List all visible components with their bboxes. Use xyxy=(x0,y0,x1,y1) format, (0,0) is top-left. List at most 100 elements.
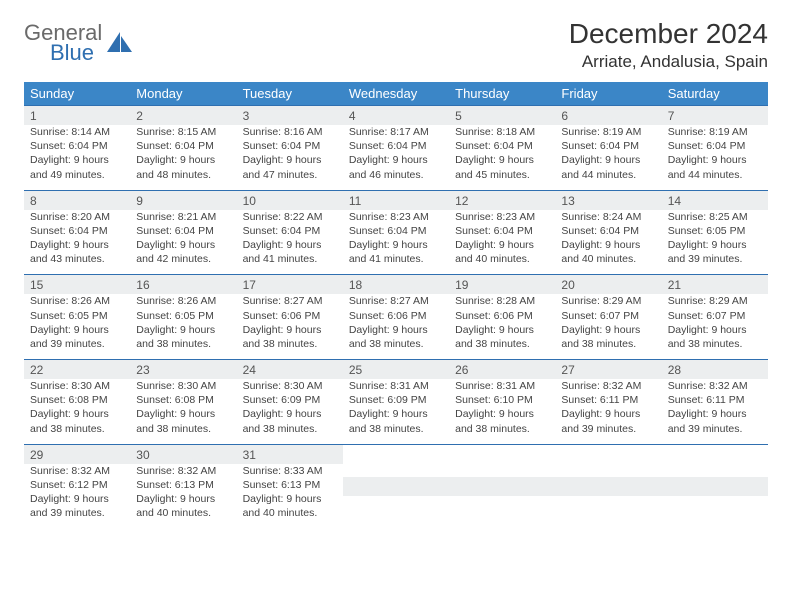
sunrise-text: Sunrise: 8:29 AM xyxy=(561,294,655,308)
sunrise-text: Sunrise: 8:30 AM xyxy=(243,379,337,393)
daylight-text-1: Daylight: 9 hours xyxy=(243,323,337,337)
sunset-text: Sunset: 6:04 PM xyxy=(136,224,230,238)
header: General Blue December 2024 Arriate, Anda… xyxy=(24,18,768,72)
day-cell: 1Sunrise: 8:14 AMSunset: 6:04 PMDaylight… xyxy=(24,106,130,191)
daylight-text-2: and 44 minutes. xyxy=(561,168,655,182)
daylight-text-1: Daylight: 9 hours xyxy=(668,153,762,167)
daylight-text-2: and 40 minutes. xyxy=(561,252,655,266)
day-number: 23 xyxy=(130,360,236,379)
sunrise-text: Sunrise: 8:33 AM xyxy=(243,464,337,478)
day-number: 9 xyxy=(130,191,236,210)
day-number: 3 xyxy=(237,106,343,125)
day-details: Sunrise: 8:31 AMSunset: 6:10 PMDaylight:… xyxy=(449,379,555,444)
sunrise-text: Sunrise: 8:31 AM xyxy=(455,379,549,393)
day-cell: 17Sunrise: 8:27 AMSunset: 6:06 PMDayligh… xyxy=(237,275,343,360)
sunrise-text: Sunrise: 8:28 AM xyxy=(455,294,549,308)
sunset-text: Sunset: 6:05 PM xyxy=(136,309,230,323)
blank-cell xyxy=(555,444,661,528)
day-details: Sunrise: 8:20 AMSunset: 6:04 PMDaylight:… xyxy=(24,210,130,275)
day-cell: 30Sunrise: 8:32 AMSunset: 6:13 PMDayligh… xyxy=(130,444,236,528)
blank-cell xyxy=(662,444,768,528)
day-number: 5 xyxy=(449,106,555,125)
daylight-text-2: and 38 minutes. xyxy=(455,422,549,436)
sunrise-text: Sunrise: 8:24 AM xyxy=(561,210,655,224)
weekday-header: Sunday xyxy=(24,82,130,106)
daylight-text-1: Daylight: 9 hours xyxy=(136,153,230,167)
sunrise-text: Sunrise: 8:25 AM xyxy=(668,210,762,224)
daylight-text-1: Daylight: 9 hours xyxy=(136,407,230,421)
sail-icon xyxy=(107,32,133,59)
daylight-text-1: Daylight: 9 hours xyxy=(561,153,655,167)
day-details: Sunrise: 8:24 AMSunset: 6:04 PMDaylight:… xyxy=(555,210,661,275)
sunset-text: Sunset: 6:04 PM xyxy=(30,139,124,153)
daylight-text-2: and 38 minutes. xyxy=(668,337,762,351)
day-number: 30 xyxy=(130,445,236,464)
daylight-text-1: Daylight: 9 hours xyxy=(668,323,762,337)
daylight-text-2: and 38 minutes. xyxy=(243,337,337,351)
sunrise-text: Sunrise: 8:32 AM xyxy=(136,464,230,478)
sunset-text: Sunset: 6:06 PM xyxy=(243,309,337,323)
day-details: Sunrise: 8:30 AMSunset: 6:08 PMDaylight:… xyxy=(24,379,130,444)
weekday-header: Tuesday xyxy=(237,82,343,106)
daylight-text-1: Daylight: 9 hours xyxy=(136,238,230,252)
sunset-text: Sunset: 6:04 PM xyxy=(561,224,655,238)
daylight-text-1: Daylight: 9 hours xyxy=(349,238,443,252)
title-block: December 2024 Arriate, Andalusia, Spain xyxy=(569,18,768,72)
day-details: Sunrise: 8:26 AMSunset: 6:05 PMDaylight:… xyxy=(130,294,236,359)
daylight-text-1: Daylight: 9 hours xyxy=(668,238,762,252)
day-details: Sunrise: 8:29 AMSunset: 6:07 PMDaylight:… xyxy=(555,294,661,359)
daylight-text-1: Daylight: 9 hours xyxy=(243,153,337,167)
sunrise-text: Sunrise: 8:30 AM xyxy=(136,379,230,393)
sunrise-text: Sunrise: 8:27 AM xyxy=(243,294,337,308)
day-details: Sunrise: 8:30 AMSunset: 6:09 PMDaylight:… xyxy=(237,379,343,444)
daylight-text-2: and 39 minutes. xyxy=(561,422,655,436)
day-cell: 10Sunrise: 8:22 AMSunset: 6:04 PMDayligh… xyxy=(237,190,343,275)
weekday-header: Wednesday xyxy=(343,82,449,106)
day-cell: 25Sunrise: 8:31 AMSunset: 6:09 PMDayligh… xyxy=(343,360,449,445)
daylight-text-2: and 42 minutes. xyxy=(136,252,230,266)
daylight-text-2: and 41 minutes. xyxy=(349,252,443,266)
day-details: Sunrise: 8:32 AMSunset: 6:13 PMDaylight:… xyxy=(130,464,236,529)
day-number: 6 xyxy=(555,106,661,125)
day-number: 29 xyxy=(24,445,130,464)
day-cell: 18Sunrise: 8:27 AMSunset: 6:06 PMDayligh… xyxy=(343,275,449,360)
calendar-week-row: 1Sunrise: 8:14 AMSunset: 6:04 PMDaylight… xyxy=(24,106,768,191)
day-cell: 26Sunrise: 8:31 AMSunset: 6:10 PMDayligh… xyxy=(449,360,555,445)
daylight-text-1: Daylight: 9 hours xyxy=(30,153,124,167)
sunset-text: Sunset: 6:04 PM xyxy=(136,139,230,153)
day-number: 18 xyxy=(343,275,449,294)
sunset-text: Sunset: 6:06 PM xyxy=(349,309,443,323)
day-details: Sunrise: 8:32 AMSunset: 6:12 PMDaylight:… xyxy=(24,464,130,529)
day-cell: 29Sunrise: 8:32 AMSunset: 6:12 PMDayligh… xyxy=(24,444,130,528)
day-details: Sunrise: 8:27 AMSunset: 6:06 PMDaylight:… xyxy=(237,294,343,359)
sunset-text: Sunset: 6:13 PM xyxy=(243,478,337,492)
daylight-text-2: and 38 minutes. xyxy=(136,422,230,436)
day-number: 17 xyxy=(237,275,343,294)
weekday-header: Thursday xyxy=(449,82,555,106)
day-details: Sunrise: 8:22 AMSunset: 6:04 PMDaylight:… xyxy=(237,210,343,275)
daylight-text-2: and 38 minutes. xyxy=(561,337,655,351)
day-details: Sunrise: 8:16 AMSunset: 6:04 PMDaylight:… xyxy=(237,125,343,190)
weekday-header: Saturday xyxy=(662,82,768,106)
day-cell: 27Sunrise: 8:32 AMSunset: 6:11 PMDayligh… xyxy=(555,360,661,445)
daylight-text-2: and 49 minutes. xyxy=(30,168,124,182)
sunset-text: Sunset: 6:04 PM xyxy=(349,224,443,238)
sunset-text: Sunset: 6:04 PM xyxy=(243,224,337,238)
blank-daynum xyxy=(343,477,449,496)
sunset-text: Sunset: 6:04 PM xyxy=(561,139,655,153)
brand-logo: General Blue xyxy=(24,18,133,64)
sunrise-text: Sunrise: 8:15 AM xyxy=(136,125,230,139)
day-cell: 16Sunrise: 8:26 AMSunset: 6:05 PMDayligh… xyxy=(130,275,236,360)
day-details: Sunrise: 8:18 AMSunset: 6:04 PMDaylight:… xyxy=(449,125,555,190)
sunrise-text: Sunrise: 8:21 AM xyxy=(136,210,230,224)
sunrise-text: Sunrise: 8:30 AM xyxy=(30,379,124,393)
day-number: 25 xyxy=(343,360,449,379)
daylight-text-2: and 40 minutes. xyxy=(243,506,337,520)
day-number: 10 xyxy=(237,191,343,210)
day-number: 22 xyxy=(24,360,130,379)
sunset-text: Sunset: 6:12 PM xyxy=(30,478,124,492)
month-title: December 2024 xyxy=(569,18,768,50)
daylight-text-1: Daylight: 9 hours xyxy=(30,323,124,337)
day-cell: 4Sunrise: 8:17 AMSunset: 6:04 PMDaylight… xyxy=(343,106,449,191)
day-cell: 19Sunrise: 8:28 AMSunset: 6:06 PMDayligh… xyxy=(449,275,555,360)
